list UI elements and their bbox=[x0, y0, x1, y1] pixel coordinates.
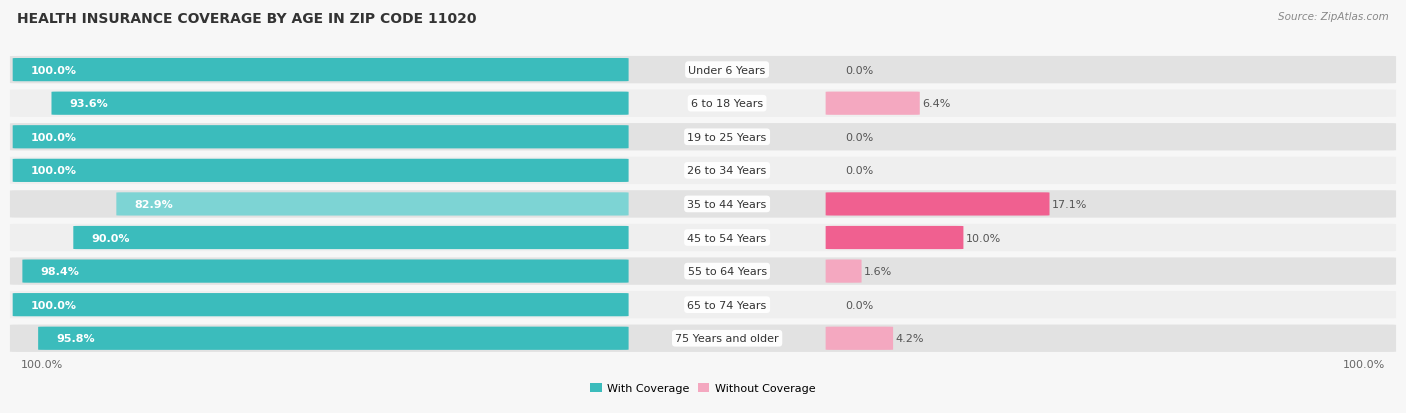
FancyBboxPatch shape bbox=[825, 93, 920, 116]
Text: 19 to 25 Years: 19 to 25 Years bbox=[688, 133, 766, 142]
FancyBboxPatch shape bbox=[10, 57, 1396, 84]
FancyBboxPatch shape bbox=[52, 93, 628, 116]
Text: 82.9%: 82.9% bbox=[134, 199, 173, 209]
Text: 65 to 74 Years: 65 to 74 Years bbox=[688, 300, 766, 310]
FancyBboxPatch shape bbox=[13, 126, 628, 149]
Text: HEALTH INSURANCE COVERAGE BY AGE IN ZIP CODE 11020: HEALTH INSURANCE COVERAGE BY AGE IN ZIP … bbox=[17, 12, 477, 26]
Text: 100.0%: 100.0% bbox=[31, 133, 76, 142]
FancyBboxPatch shape bbox=[38, 327, 628, 350]
Text: 75 Years and older: 75 Years and older bbox=[675, 333, 779, 344]
Text: Source: ZipAtlas.com: Source: ZipAtlas.com bbox=[1278, 12, 1389, 22]
Text: 100.0%: 100.0% bbox=[31, 300, 76, 310]
Legend: With Coverage, Without Coverage: With Coverage, Without Coverage bbox=[586, 379, 820, 398]
Text: 0.0%: 0.0% bbox=[845, 133, 873, 142]
FancyBboxPatch shape bbox=[825, 327, 893, 350]
Text: 100.0%: 100.0% bbox=[1343, 359, 1385, 369]
FancyBboxPatch shape bbox=[22, 260, 628, 283]
FancyBboxPatch shape bbox=[10, 191, 1396, 218]
Text: 98.4%: 98.4% bbox=[41, 266, 79, 276]
Text: 55 to 64 Years: 55 to 64 Years bbox=[688, 266, 766, 276]
FancyBboxPatch shape bbox=[10, 325, 1396, 352]
Text: 6.4%: 6.4% bbox=[922, 99, 950, 109]
FancyBboxPatch shape bbox=[10, 90, 1396, 118]
Text: 10.0%: 10.0% bbox=[966, 233, 1001, 243]
Text: 26 to 34 Years: 26 to 34 Years bbox=[688, 166, 766, 176]
FancyBboxPatch shape bbox=[825, 260, 862, 283]
Text: 93.6%: 93.6% bbox=[69, 99, 108, 109]
FancyBboxPatch shape bbox=[10, 291, 1396, 318]
Text: 4.2%: 4.2% bbox=[896, 333, 924, 344]
Text: 0.0%: 0.0% bbox=[845, 65, 873, 76]
Text: 100.0%: 100.0% bbox=[31, 166, 76, 176]
Text: 100.0%: 100.0% bbox=[31, 65, 76, 76]
FancyBboxPatch shape bbox=[10, 224, 1396, 252]
Text: 45 to 54 Years: 45 to 54 Years bbox=[688, 233, 766, 243]
Text: 6 to 18 Years: 6 to 18 Years bbox=[692, 99, 763, 109]
Text: 0.0%: 0.0% bbox=[845, 300, 873, 310]
FancyBboxPatch shape bbox=[117, 193, 628, 216]
Text: Under 6 Years: Under 6 Years bbox=[689, 65, 766, 76]
FancyBboxPatch shape bbox=[10, 124, 1396, 151]
Text: 100.0%: 100.0% bbox=[21, 359, 63, 369]
FancyBboxPatch shape bbox=[13, 293, 628, 316]
Text: 17.1%: 17.1% bbox=[1052, 199, 1088, 209]
Text: 90.0%: 90.0% bbox=[91, 233, 129, 243]
FancyBboxPatch shape bbox=[825, 226, 963, 249]
FancyBboxPatch shape bbox=[13, 159, 628, 183]
Text: 1.6%: 1.6% bbox=[865, 266, 893, 276]
FancyBboxPatch shape bbox=[73, 226, 628, 249]
Text: 35 to 44 Years: 35 to 44 Years bbox=[688, 199, 766, 209]
Text: 95.8%: 95.8% bbox=[56, 333, 94, 344]
FancyBboxPatch shape bbox=[10, 258, 1396, 285]
FancyBboxPatch shape bbox=[10, 157, 1396, 185]
FancyBboxPatch shape bbox=[13, 59, 628, 82]
Text: 0.0%: 0.0% bbox=[845, 166, 873, 176]
FancyBboxPatch shape bbox=[825, 193, 1049, 216]
